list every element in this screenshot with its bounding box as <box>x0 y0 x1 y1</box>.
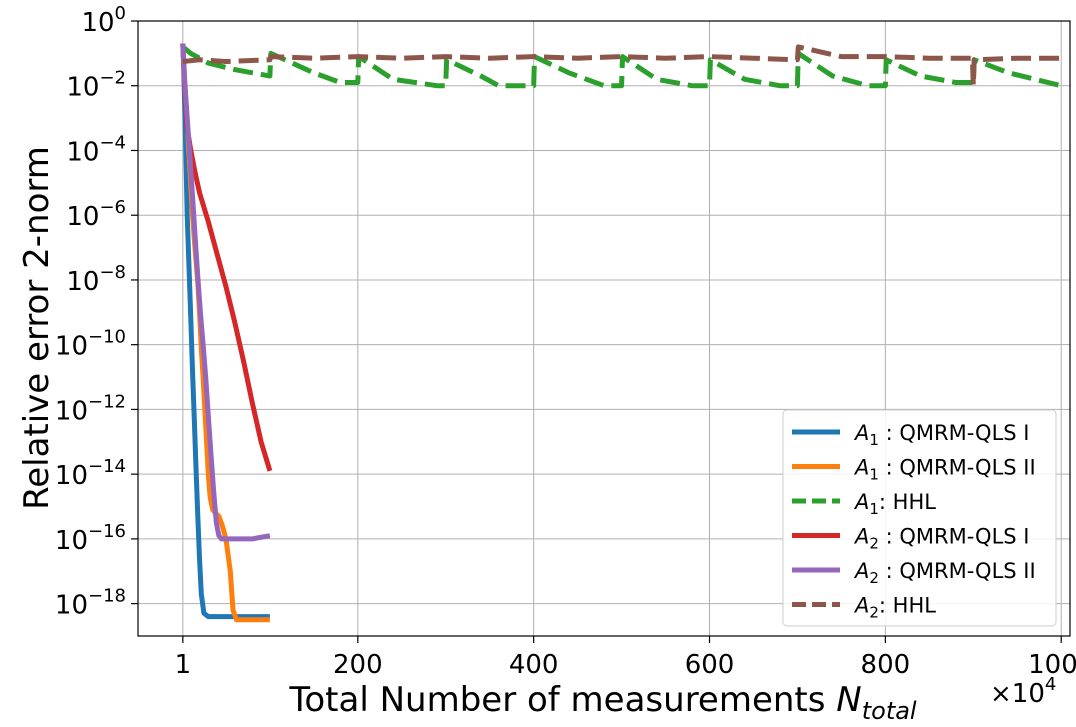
x-axis-multiplier-base: ×10 <box>990 679 1045 709</box>
y-tick-label-base: 10 <box>66 137 99 167</box>
y-axis-label: Relative error 2-norm <box>17 146 57 510</box>
legend-matrix: A <box>853 594 869 618</box>
y-tick-label-base: 10 <box>55 332 88 362</box>
x-axis-label-main: Total Number of measurements <box>288 680 836 720</box>
series-line-1 <box>180 43 270 620</box>
legend-matrix: A <box>853 525 869 549</box>
legend-matrix: A <box>853 559 869 583</box>
x-axis-label-symbol: N <box>836 680 861 720</box>
y-tick-label: 10−2 <box>66 68 126 103</box>
x-tick-label: 200 <box>333 650 383 680</box>
y-tick-label-base: 10 <box>55 526 88 556</box>
y-tick-label-base: 10 <box>66 73 99 103</box>
series-lines <box>180 43 1062 623</box>
legend-entry-2: A1 : QMRM-QLS II <box>853 456 1036 484</box>
series-line-3 <box>181 44 1062 89</box>
x-axis-multiplier-exp: 4 <box>1045 674 1056 695</box>
y-tick-label: 10−14 <box>55 456 126 491</box>
y-tick-label: 10−12 <box>55 391 126 426</box>
legend-entry-1: A1 : QMRM-QLS I <box>853 421 1029 449</box>
y-tick-label-exponent: 0 <box>115 3 126 24</box>
legend-entry-3: A1: HHL <box>853 490 936 518</box>
x-tick-label: 1 <box>175 650 192 680</box>
x-axis-multiplier: ×104 <box>990 674 1056 709</box>
y-tick-label-exponent: −16 <box>88 521 126 542</box>
x-tick-label: 400 <box>509 650 559 680</box>
series-line-6 <box>182 44 1062 89</box>
legend-entry-5: A2 : QMRM-QLS II <box>853 559 1036 587</box>
y-tick-label: 100 <box>81 3 126 38</box>
y-tick-label-base: 10 <box>66 267 99 297</box>
legend-subscript: 1 <box>869 500 879 518</box>
y-tick-label: 10−10 <box>55 327 126 362</box>
x-axis-label-subscript: total <box>862 697 917 725</box>
y-tick-label: 10−18 <box>55 586 126 621</box>
x-axis-label: Total Number of measurements Ntotal <box>288 680 917 725</box>
y-axis-ticks: 10010−210−410−610−810−1010−1210−1410−161… <box>55 3 138 621</box>
x-tick-label: 600 <box>685 650 735 680</box>
y-tick-label-exponent: −10 <box>88 327 126 348</box>
y-tick-label: 10−4 <box>66 132 126 167</box>
legend-label: : QMRM-QLS I <box>879 525 1030 549</box>
legend-subscript: 1 <box>869 466 879 484</box>
y-tick-label-exponent: −2 <box>99 68 126 89</box>
legend-matrix: A <box>853 490 869 514</box>
y-tick-label-exponent: −12 <box>88 391 126 412</box>
y-tick-label-exponent: −4 <box>99 132 126 153</box>
x-tick-label: 1000 <box>1028 650 1076 680</box>
legend-label: : HHL <box>879 594 936 618</box>
y-tick-label-base: 10 <box>55 461 88 491</box>
legend-label: : QMRM-QLS II <box>879 456 1036 480</box>
legend-label: : QMRM-QLS II <box>879 559 1036 583</box>
y-tick-label-exponent: −14 <box>88 456 126 477</box>
y-tick-label-base: 10 <box>55 396 88 426</box>
y-tick-label-base: 10 <box>66 202 99 232</box>
legend-subscript: 1 <box>869 431 879 449</box>
legend-subscript: 2 <box>869 604 879 622</box>
series-line-2 <box>180 43 270 623</box>
x-axis-ticks: 1 200 400 600 800 1000 <box>175 636 1076 680</box>
legend-label: : HHL <box>879 490 936 514</box>
y-tick-label-exponent: −6 <box>99 197 126 218</box>
legend-matrix: A <box>853 421 869 445</box>
plot-frame <box>137 20 1071 637</box>
y-tick-label-base: 10 <box>55 591 88 621</box>
legend-matrix: A <box>853 456 869 480</box>
y-tick-label: 10−8 <box>66 262 126 297</box>
legend-subscript: 2 <box>869 535 879 553</box>
series-line-5 <box>180 43 271 542</box>
legend-label: : QMRM-QLS I <box>879 421 1030 445</box>
x-tick-label: 800 <box>861 650 911 680</box>
y-tick-label-exponent: −8 <box>99 262 126 283</box>
y-tick-label-exponent: −18 <box>88 586 126 607</box>
y-tick-label: 10−6 <box>66 197 126 232</box>
legend-entry-4: A2 : QMRM-QLS I <box>853 525 1029 553</box>
y-tick-label: 10−16 <box>55 521 126 556</box>
legend-entry-6: A2: HHL <box>853 594 936 622</box>
legend-subscript: 2 <box>869 569 879 587</box>
legend-box <box>782 409 1057 627</box>
y-tick-label-base: 10 <box>81 8 114 38</box>
